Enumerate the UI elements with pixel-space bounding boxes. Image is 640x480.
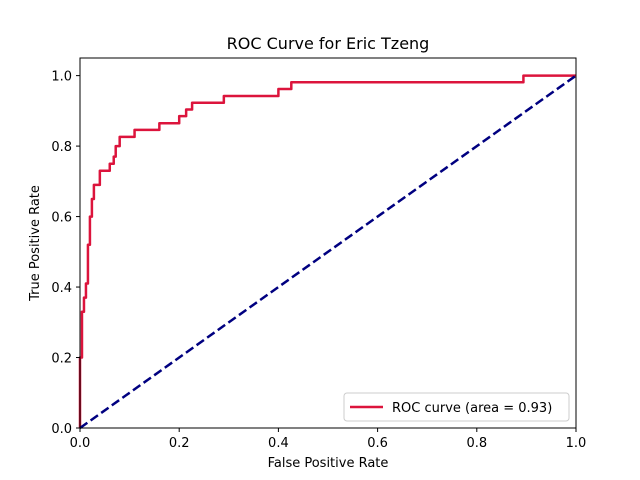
y-tick-label: 0.8 [51, 140, 72, 155]
x-tick-label: 1.0 [566, 436, 587, 451]
roc-curve-line [78, 74, 576, 428]
legend-box [343, 392, 570, 422]
plot-frame [79, 57, 577, 429]
axis-ticks: 0.0 0.2 0.4 0.6 0.8 1.0 0.0 0.2 0.4 0.6 0.8 1.0 [51, 70, 586, 451]
plot-area [78, 74, 577, 430]
legend-label-roc: ROC curve (area = 0.93) [392, 401, 552, 416]
chart-title: ROC Curve for Eric Tzeng [227, 34, 430, 53]
chance-diagonal-line [79, 74, 577, 430]
y-tick-label: 0.0 [51, 422, 72, 437]
y-axis-title: True Positive Rate [28, 185, 43, 302]
y-tick-label: 0.2 [51, 352, 72, 367]
x-tick-label: 0.2 [169, 436, 190, 451]
legend: ROC curve (area = 0.93) [343, 392, 570, 422]
y-tick-label: 0.4 [51, 281, 72, 296]
x-tick-label: 0.4 [268, 436, 289, 451]
x-tick-label: 0.0 [70, 436, 91, 451]
x-tick-label: 0.8 [466, 436, 487, 451]
x-tick-label: 0.6 [367, 436, 388, 451]
y-tick-label: 1.0 [51, 70, 72, 85]
y-tick-label: 0.6 [51, 211, 72, 226]
x-axis-title: False Positive Rate [268, 456, 389, 471]
